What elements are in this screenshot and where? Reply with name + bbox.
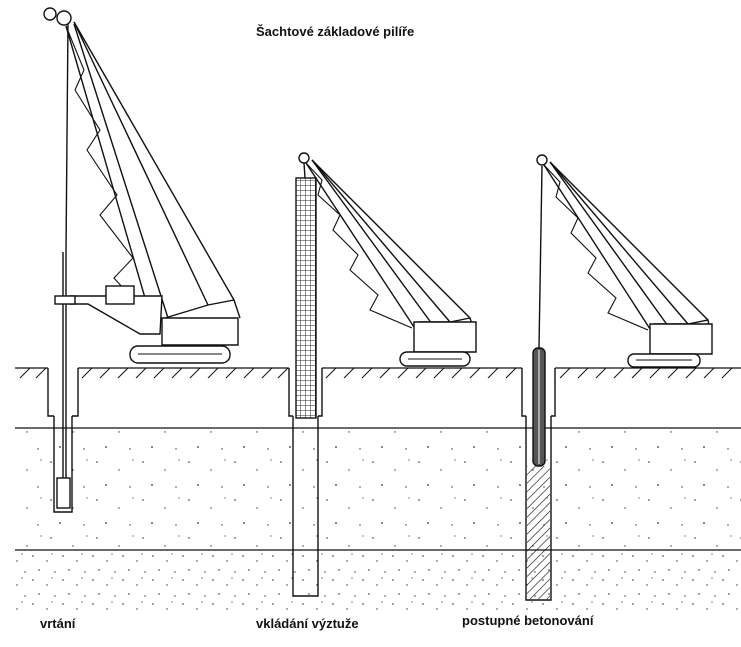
boom-head-pulley-3 (536, 154, 548, 166)
crane-body-3 (649, 323, 713, 355)
drill-shaft (53, 416, 73, 513)
boom-head-pulley (43, 7, 57, 21)
caption-reinforcement: vkládání výztuže (256, 616, 359, 631)
drill-casing (47, 368, 79, 417)
shaft-2 (292, 416, 319, 597)
drilling-crane (43, 7, 241, 513)
soil-layers (15, 427, 741, 610)
crane-body-1 (161, 317, 239, 346)
lattice-boom-3 (543, 161, 669, 333)
caption-concreting: postupné betonování (462, 613, 594, 628)
lattice-boom-1 (65, 23, 169, 323)
diagram-title: Šachtové základové pilíře (256, 24, 415, 39)
ground-hatching (19, 367, 733, 379)
boom-head-pulley-2 (298, 152, 310, 164)
shaft-3 (525, 416, 552, 601)
caption-drilling: vrtání (40, 616, 76, 631)
concreting-crane (521, 154, 713, 601)
crane-body-2 (413, 321, 477, 353)
poured-concrete (527, 466, 550, 599)
ground-surface (15, 367, 741, 379)
reinforcement-crane (288, 152, 477, 597)
reinforcement-cage (295, 177, 317, 419)
hoist-rope-3 (538, 165, 543, 349)
lattice-boom-2 (305, 159, 433, 331)
crane-cabin-1 (105, 285, 135, 305)
hoist-rope-1 (65, 21, 69, 253)
casing-3 (521, 368, 556, 417)
casing-2 (288, 368, 323, 417)
drill-bucket (56, 477, 71, 509)
